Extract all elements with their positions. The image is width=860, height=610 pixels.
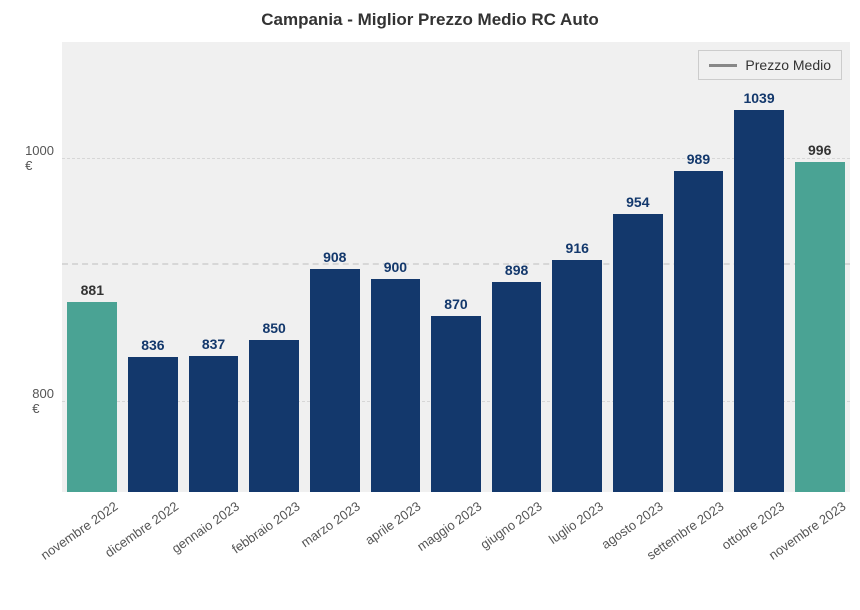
bar: 916 bbox=[552, 260, 602, 492]
y-axis-label: 800 € bbox=[32, 386, 54, 416]
bar: 996 bbox=[795, 162, 845, 492]
legend-label: Prezzo Medio bbox=[745, 57, 831, 73]
bar: 989 bbox=[674, 171, 724, 492]
bar-value-label: 850 bbox=[262, 320, 285, 336]
bar: 954 bbox=[613, 214, 663, 493]
x-axis-label: maggio 2023 bbox=[410, 492, 485, 554]
bar: 850 bbox=[249, 340, 299, 492]
x-axis-label: luglio 2023 bbox=[541, 492, 606, 547]
bar-value-label: 1039 bbox=[743, 90, 774, 106]
bar-value-label: 996 bbox=[808, 142, 831, 158]
bar: 908 bbox=[310, 269, 360, 492]
bar: 836 bbox=[128, 357, 178, 492]
bar-value-label: 900 bbox=[384, 259, 407, 275]
bar: 898 bbox=[492, 282, 542, 492]
grid-line bbox=[62, 158, 850, 159]
bar: 881 bbox=[67, 302, 117, 492]
bar: 837 bbox=[189, 356, 239, 492]
bar-value-label: 881 bbox=[81, 282, 104, 298]
bar-value-label: 837 bbox=[202, 336, 225, 352]
chart-title: Campania - Miglior Prezzo Medio RC Auto bbox=[0, 0, 860, 30]
legend-swatch bbox=[709, 64, 737, 67]
bar-value-label: 898 bbox=[505, 262, 528, 278]
bar: 870 bbox=[431, 316, 481, 492]
bar-value-label: 908 bbox=[323, 249, 346, 265]
bar-value-label: 870 bbox=[444, 296, 467, 312]
bar-value-label: 954 bbox=[626, 194, 649, 210]
bar: 900 bbox=[371, 279, 421, 492]
bar-value-label: 916 bbox=[566, 240, 589, 256]
x-axis-label: marzo 2023 bbox=[294, 492, 363, 550]
plot-area: Prezzo Medio 800 €1000 €881novembre 2022… bbox=[62, 42, 850, 492]
bar-value-label: 989 bbox=[687, 151, 710, 167]
bar: 1039 bbox=[734, 110, 784, 492]
x-axis-label: giugno 2023 bbox=[473, 492, 545, 552]
y-axis-label: 1000 € bbox=[25, 143, 54, 173]
legend: Prezzo Medio bbox=[698, 50, 842, 80]
average-line bbox=[62, 263, 850, 265]
bar-value-label: 836 bbox=[141, 337, 164, 353]
